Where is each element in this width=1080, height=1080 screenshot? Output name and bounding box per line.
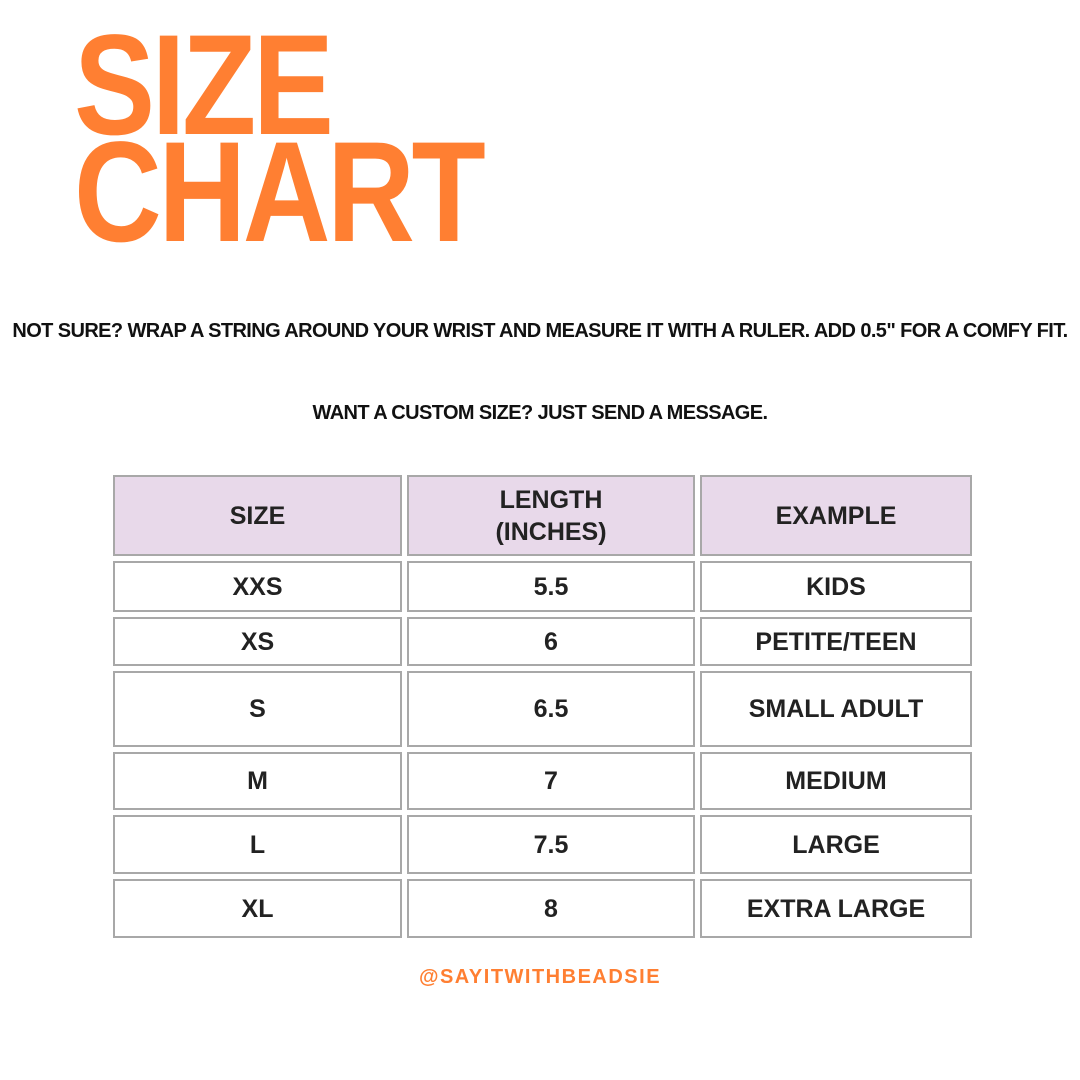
- cell-length: 6.5: [407, 671, 695, 747]
- title-line-1: SIZE: [74, 6, 334, 165]
- cell-length: 7: [407, 752, 695, 810]
- cell-length: 6: [407, 617, 695, 666]
- cell-size: M: [113, 752, 402, 810]
- measure-instructions: NOT SURE? WRAP A STRING AROUND YOUR WRIS…: [12, 320, 1068, 342]
- cell-example: LARGE: [700, 815, 972, 874]
- header-size: SIZE: [113, 475, 402, 556]
- cell-length: 7.5: [407, 815, 695, 874]
- custom-size-note: WANT A CUSTOM SIZE? JUST SEND A MESSAGE.: [312, 402, 769, 424]
- cell-size: XXS: [113, 561, 402, 612]
- header-length: LENGTH (INCHES): [407, 475, 695, 556]
- cell-size: XL: [113, 879, 402, 938]
- cell-example: SMALL ADULT: [700, 671, 972, 747]
- title-line-2: CHART: [74, 113, 486, 272]
- cell-example: MEDIUM: [700, 752, 972, 810]
- cell-length: 5.5: [407, 561, 695, 612]
- cell-example: KIDS: [700, 561, 972, 612]
- social-handle: @SAYITWITHBEADSIE: [418, 966, 662, 988]
- cell-example: PETITE/TEEN: [700, 617, 972, 666]
- cell-length: 8: [407, 879, 695, 938]
- cell-size: S: [113, 671, 402, 747]
- cell-size: L: [113, 815, 402, 874]
- cell-example: EXTRA LARGE: [700, 879, 972, 938]
- header-example: EXAMPLE: [700, 475, 972, 556]
- cell-size: XS: [113, 617, 402, 666]
